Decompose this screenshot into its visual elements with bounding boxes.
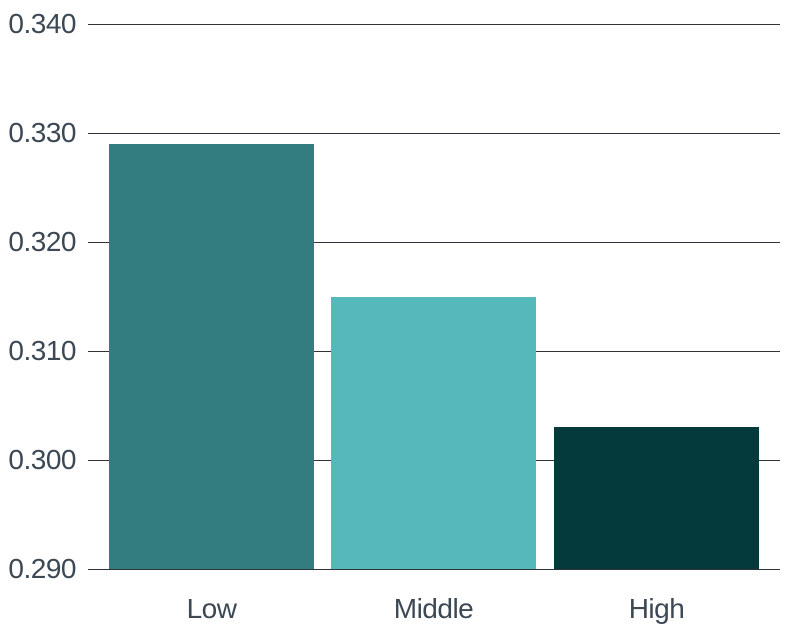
gridline [88, 242, 780, 243]
y-tick-label: 0.300 [8, 444, 76, 475]
y-tick-label: 0.340 [8, 8, 76, 39]
bar-high [554, 427, 759, 569]
gridline [88, 569, 780, 570]
y-tick-label: 0.320 [8, 226, 76, 257]
x-tick-label: Low [186, 593, 237, 624]
x-tick-label: High [628, 593, 685, 624]
gridline [88, 24, 780, 25]
bar-middle [331, 296, 536, 569]
x-tick-label: Middle [393, 593, 474, 624]
gridline [88, 133, 780, 134]
bar-low [109, 143, 314, 569]
y-tick-label: 0.290 [8, 553, 76, 584]
y-tick-label: 0.310 [8, 335, 76, 366]
plot-area [88, 24, 780, 570]
y-tick-label: 0.330 [8, 117, 76, 148]
